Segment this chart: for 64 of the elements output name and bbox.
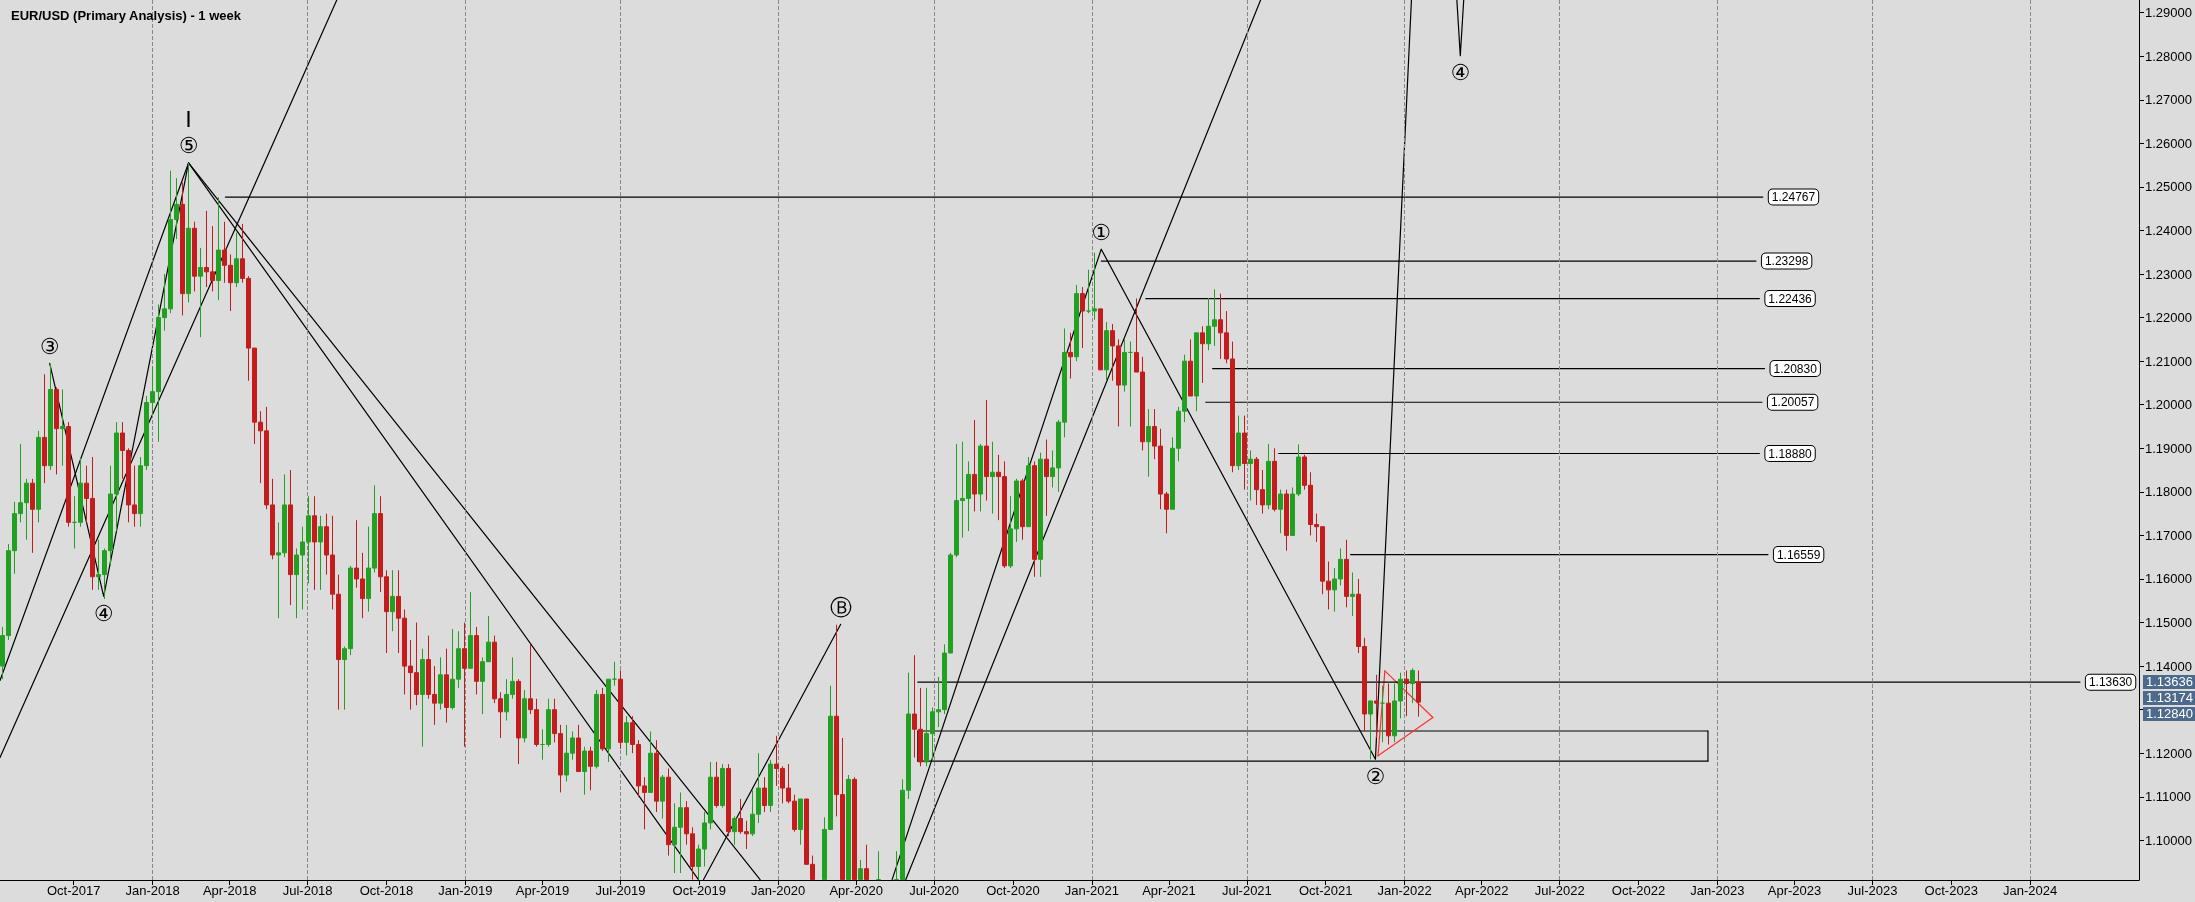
text: 1.12840 — [2146, 706, 2193, 722]
y-tick-label: 1.10000 — [2145, 832, 2193, 848]
y-tick-label: 1.27000 — [2145, 92, 2193, 108]
x-tick-label: Apr-2022 — [1454, 883, 1509, 898]
series-label: 1.13630 — [2088, 675, 2133, 690]
series-label: 1.24767 — [1771, 190, 1816, 205]
x-tick-label: Jul-2018 — [282, 883, 333, 898]
x-tick-label: Apr-2023 — [1767, 883, 1822, 898]
data-label: ③ — [39, 333, 60, 359]
x-tick-label: Jan-2023 — [1690, 883, 1745, 898]
series-label: 1.20830 — [1773, 361, 1818, 376]
x-tick-label: Oct-2023 — [1924, 883, 1979, 898]
x-tick-label: Oct-2019 — [672, 883, 727, 898]
x-tick-label: Jan-2019 — [438, 883, 493, 898]
series-label: 1.23298 — [1764, 254, 1809, 269]
y-tick-label: 1.26000 — [2145, 135, 2193, 151]
y-tick-label: 1.29000 — [2145, 5, 2193, 21]
y-tick-label: 1.17000 — [2145, 527, 2193, 543]
data-label: ① — [1091, 219, 1112, 245]
x-tick-label: Jul-2020 — [909, 883, 960, 898]
series-label: 1.22436 — [1768, 291, 1813, 306]
x-tick-label: Jan-2020 — [751, 883, 806, 898]
y-tick-label: 1.15000 — [2145, 615, 2193, 631]
y-tick-label: 1.12000 — [2145, 745, 2193, 761]
x-tick-label: Jan-2024 — [2003, 883, 2058, 898]
x-tick-label: Oct-2020 — [986, 883, 1040, 898]
y-tick-label: 1.19000 — [2145, 440, 2193, 456]
x-tick-label: Jan-2018 — [125, 883, 180, 898]
y-tick-label: 1.21000 — [2145, 353, 2193, 369]
y-tick-label: 1.11000 — [2145, 789, 2192, 805]
y-tick-label: 1.24000 — [2145, 222, 2193, 238]
x-tick-label: Oct-2017 — [46, 883, 101, 898]
y-tick-label: 1.18000 — [2145, 484, 2193, 500]
x-tick-label: Jan-2021 — [1064, 883, 1119, 898]
data-label: Ⓑ — [829, 594, 852, 620]
x-tick-label: Jul-2022 — [1534, 883, 1585, 898]
x-tick-label: Jul-2023 — [1847, 883, 1898, 898]
y-tick-label: 1.14000 — [2145, 658, 2193, 674]
x-tick-label: Apr-2018 — [202, 883, 257, 898]
y-tick-label: 1.23000 — [2145, 266, 2193, 282]
x-tick-label: Oct-2018 — [359, 883, 414, 898]
x-tick-label: Apr-2021 — [1142, 883, 1196, 898]
text: 1.13174 — [2146, 690, 2193, 706]
y-tick-label: 1.25000 — [2145, 179, 2193, 195]
x-tick-label: Apr-2020 — [829, 883, 883, 898]
data-label: I ⑤ — [178, 107, 199, 159]
text: 1.13636 — [2146, 674, 2193, 690]
data-label: ④ — [93, 600, 114, 626]
data-label: ② — [1365, 763, 1386, 789]
x-tick-label: Oct-2021 — [1299, 883, 1353, 898]
series-label: 1.20057 — [1770, 395, 1815, 410]
x-tick-label: Oct-2022 — [1611, 883, 1666, 898]
y-tick-label: 1.28000 — [2145, 48, 2193, 64]
x-tick-label: Jul-2019 — [595, 883, 646, 898]
x-tick-label: Jan-2022 — [1377, 883, 1432, 898]
series-label: 1.16559 — [1776, 547, 1821, 562]
x-tick-label: Jul-2021 — [1221, 883, 1272, 898]
data-label: ④ — [1450, 60, 1471, 86]
y-tick-label: 1.20000 — [2145, 397, 2193, 413]
series-label: 1.18880 — [1768, 446, 1813, 461]
y-tick-label: 1.16000 — [2145, 571, 2193, 587]
x-tick-label: Apr-2019 — [515, 883, 570, 898]
text: EUR/USD (Primary Analysis) - 1 week — [11, 8, 242, 23]
y-tick-label: 1.22000 — [2145, 310, 2193, 326]
